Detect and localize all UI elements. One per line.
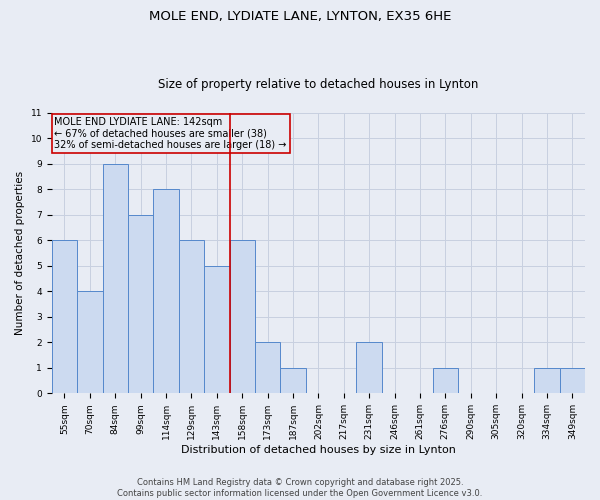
Bar xyxy=(128,215,154,394)
Bar xyxy=(280,368,305,394)
Title: Size of property relative to detached houses in Lynton: Size of property relative to detached ho… xyxy=(158,78,479,91)
Bar xyxy=(154,190,179,394)
Bar xyxy=(77,292,103,394)
Bar xyxy=(204,266,230,394)
Bar xyxy=(179,240,204,394)
Bar xyxy=(52,240,77,394)
Bar xyxy=(255,342,280,394)
Bar xyxy=(230,240,255,394)
Text: Contains HM Land Registry data © Crown copyright and database right 2025.
Contai: Contains HM Land Registry data © Crown c… xyxy=(118,478,482,498)
X-axis label: Distribution of detached houses by size in Lynton: Distribution of detached houses by size … xyxy=(181,445,456,455)
Y-axis label: Number of detached properties: Number of detached properties xyxy=(15,171,25,335)
Text: MOLE END, LYDIATE LANE, LYNTON, EX35 6HE: MOLE END, LYDIATE LANE, LYNTON, EX35 6HE xyxy=(149,10,451,23)
Bar xyxy=(534,368,560,394)
Bar xyxy=(103,164,128,394)
Bar xyxy=(433,368,458,394)
Bar xyxy=(560,368,585,394)
Text: MOLE END LYDIATE LANE: 142sqm
← 67% of detached houses are smaller (38)
32% of s: MOLE END LYDIATE LANE: 142sqm ← 67% of d… xyxy=(55,117,287,150)
Bar xyxy=(356,342,382,394)
